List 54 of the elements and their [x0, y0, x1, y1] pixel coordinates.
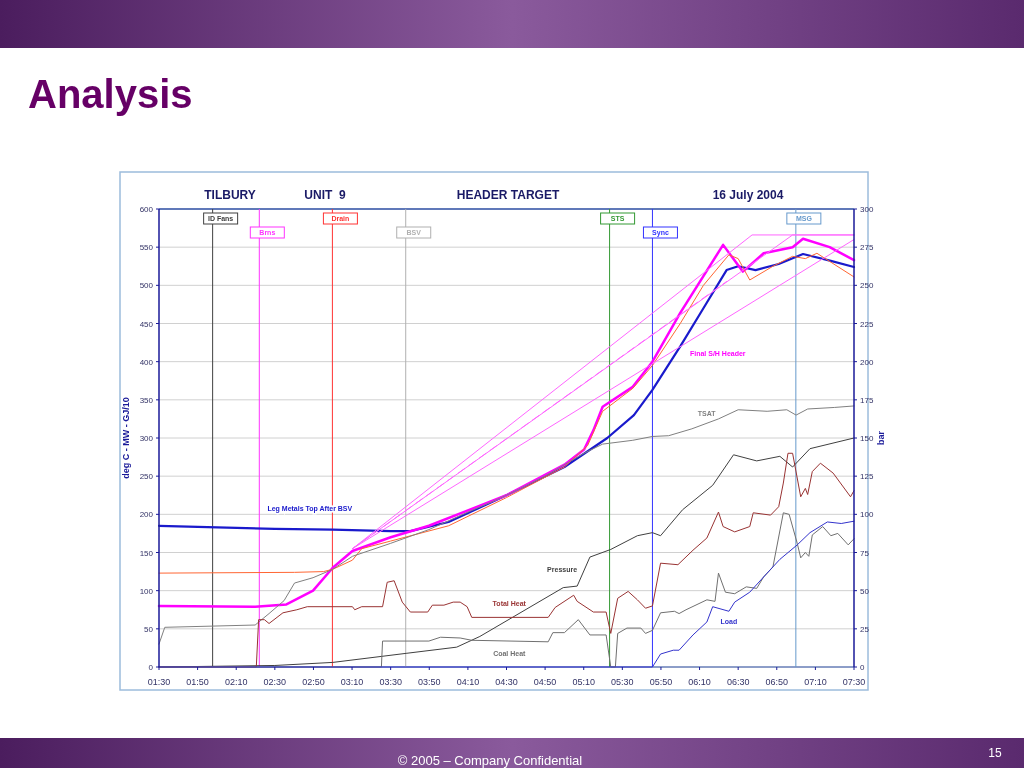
- y-axis-title: deg C - MW - GJ/10: [121, 397, 131, 479]
- x-tick-label: 07:30: [842, 677, 866, 687]
- y2-tick-label: 50: [860, 586, 870, 596]
- y-tick-label: 200: [139, 510, 154, 520]
- chart-title: Analysis: [28, 72, 193, 116]
- y2-tick-label: 275: [860, 243, 874, 253]
- y-tick-label: 100: [139, 586, 154, 596]
- y2-tick-label: 300: [860, 205, 874, 214]
- y2-tick-label: 100: [860, 510, 874, 520]
- y2-tick-label: 150: [860, 434, 874, 443]
- y2-tick-label: 200: [860, 357, 874, 367]
- x-tick-label: 02:30: [263, 677, 287, 687]
- y-tick-label: 400: [139, 357, 154, 367]
- x-tick-label: 05:10: [572, 677, 595, 687]
- y2-tick-label: 125: [860, 472, 874, 482]
- y-tick-label: 50: [144, 624, 154, 634]
- y2-axis-title: bar: [876, 430, 886, 446]
- y2-tick-label: 75: [860, 548, 870, 558]
- y-tick-label: 0: [148, 663, 154, 672]
- text: 15: [988, 746, 1002, 760]
- x-tick-label: 02:10: [224, 677, 248, 687]
- y2-tick-label: 25: [860, 624, 870, 634]
- y-tick-label: 350: [139, 395, 154, 405]
- x-tick-label: 03:10: [340, 677, 364, 687]
- y2-tick-label: 250: [860, 281, 874, 291]
- y2-tick-label: 175: [860, 395, 874, 405]
- x-tick-label: 04:50: [533, 677, 557, 687]
- x-tick-label: 03:50: [418, 677, 441, 687]
- y-tick-label: 250: [139, 472, 154, 482]
- x-tick-label: 04:10: [456, 677, 480, 687]
- x-tick-label: 01:30: [147, 677, 171, 687]
- y-tick-label: 150: [139, 548, 154, 558]
- text: HEADER TARGET: [456, 188, 560, 202]
- x-tick-label: 06:30: [726, 677, 750, 687]
- x-tick-label: 03:30: [379, 677, 402, 687]
- x-tick-label: 01:50: [186, 677, 209, 687]
- x-tick-label: 06:10: [688, 677, 711, 687]
- text: 16 July 2004: [712, 188, 784, 202]
- y-tick-label: 450: [139, 319, 154, 329]
- text: TILBURY: [204, 188, 256, 202]
- x-tick-label: 07:10: [804, 677, 827, 687]
- y-tick-label: 550: [139, 243, 154, 253]
- text: UNIT 9: [304, 188, 346, 202]
- y-tick-label: 500: [139, 281, 154, 291]
- y-tick-label: 600: [139, 205, 154, 214]
- text: © 2005 – Company Confidential: [397, 753, 583, 768]
- x-tick-label: 05:30: [611, 677, 634, 687]
- x-tick-label: 04:30: [495, 677, 518, 687]
- y-tick-label: 300: [139, 434, 154, 443]
- x-tick-label: 02:50: [302, 677, 325, 687]
- y2-tick-label: 225: [860, 319, 874, 329]
- x-tick-label: 05:50: [649, 677, 673, 687]
- y2-tick-label: 0: [860, 663, 865, 672]
- x-tick-label: 06:50: [765, 677, 789, 687]
